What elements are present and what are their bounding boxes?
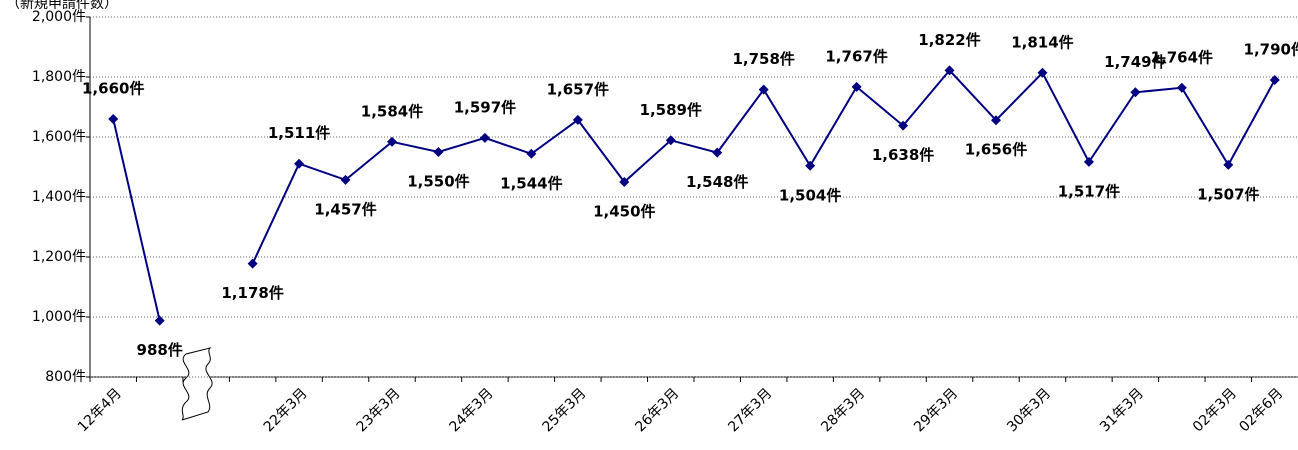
value-label: 1,511件 — [268, 124, 330, 142]
axis-break — [181, 347, 213, 421]
x-tick-label: 25年3月 — [539, 385, 589, 435]
marker — [712, 147, 723, 158]
value-label: 1,822件 — [918, 31, 980, 49]
x-tick-label: 12年4月 — [75, 385, 125, 435]
value-label: 1,597件 — [454, 98, 516, 116]
x-tick-label: 02年6月 — [1236, 385, 1286, 435]
marker — [851, 81, 862, 92]
x-tick-label: 23年3月 — [354, 385, 404, 435]
marker — [294, 158, 305, 169]
marker — [805, 160, 816, 171]
value-label: 1,507件 — [1197, 185, 1259, 203]
subtitle: （新規申請件数） — [6, 0, 118, 12]
value-label: 1,548件 — [686, 173, 748, 191]
value-label: 1,638件 — [872, 146, 934, 164]
marker — [340, 174, 351, 185]
y-tick-label: 1,600件 — [32, 129, 86, 145]
marker — [898, 120, 909, 131]
y-tick-label: 2,000件 — [32, 9, 86, 25]
value-label: 1,584件 — [361, 102, 423, 120]
value-label: 988件 — [137, 341, 183, 359]
value-label: 1,656件 — [965, 141, 1027, 159]
marker — [526, 148, 537, 159]
marker — [944, 65, 955, 76]
x-tick-label: 24年3月 — [447, 385, 497, 435]
marker — [387, 136, 397, 147]
value-label: 1,544件 — [500, 174, 562, 192]
value-label: 1,517件 — [1058, 182, 1120, 200]
marker — [1130, 87, 1141, 98]
y-tick-label: 1,000件 — [32, 309, 86, 325]
marker — [619, 177, 630, 187]
value-label: 1,767件 — [825, 47, 887, 65]
value-label: 1,657件 — [547, 80, 609, 98]
marker — [758, 84, 769, 95]
value-label: 1,550件 — [407, 173, 469, 191]
x-tick-label: 27年3月 — [725, 385, 775, 435]
x-tick-label: 02年3月 — [1190, 385, 1240, 435]
marker — [108, 114, 119, 124]
value-label: 1,814件 — [1011, 33, 1073, 51]
x-tick-label: 22年3月 — [261, 385, 311, 435]
value-label: 1,450件 — [593, 203, 655, 221]
marker — [1269, 75, 1280, 85]
marker — [433, 147, 444, 157]
value-label: 1,764件 — [1151, 48, 1213, 66]
value-label: 1,457件 — [314, 200, 376, 218]
value-label: 1,178件 — [221, 284, 283, 302]
marker — [1223, 159, 1234, 170]
y-tick-label: 800件 — [45, 369, 86, 385]
value-label: 1,504件 — [779, 186, 841, 204]
marker — [1037, 67, 1048, 78]
marker — [572, 114, 583, 125]
y-tick-label: 1,200件 — [32, 249, 86, 265]
x-tick-label: 28年3月 — [818, 385, 868, 435]
value-label: 1,749件 — [1104, 53, 1166, 71]
marker — [1176, 82, 1187, 93]
marker — [991, 115, 1001, 126]
x-tick-label: 30年3月 — [1004, 385, 1054, 435]
value-label: 1,758件 — [732, 50, 794, 68]
value-label: 1,790件 — [1244, 41, 1298, 59]
marker — [479, 132, 490, 143]
value-label: 1,589件 — [640, 101, 702, 119]
x-tick-label: 29年3月 — [911, 385, 961, 435]
marker — [665, 135, 676, 146]
marker — [154, 315, 165, 326]
marker — [1083, 156, 1094, 167]
y-tick-label: 1,400件 — [32, 189, 86, 205]
marker — [247, 258, 258, 269]
x-tick-label: 26年3月 — [632, 385, 682, 435]
x-tick-label: 31年3月 — [1097, 385, 1147, 435]
y-tick-label: 1,800件 — [32, 69, 86, 85]
value-label: 1,660件 — [82, 80, 144, 98]
